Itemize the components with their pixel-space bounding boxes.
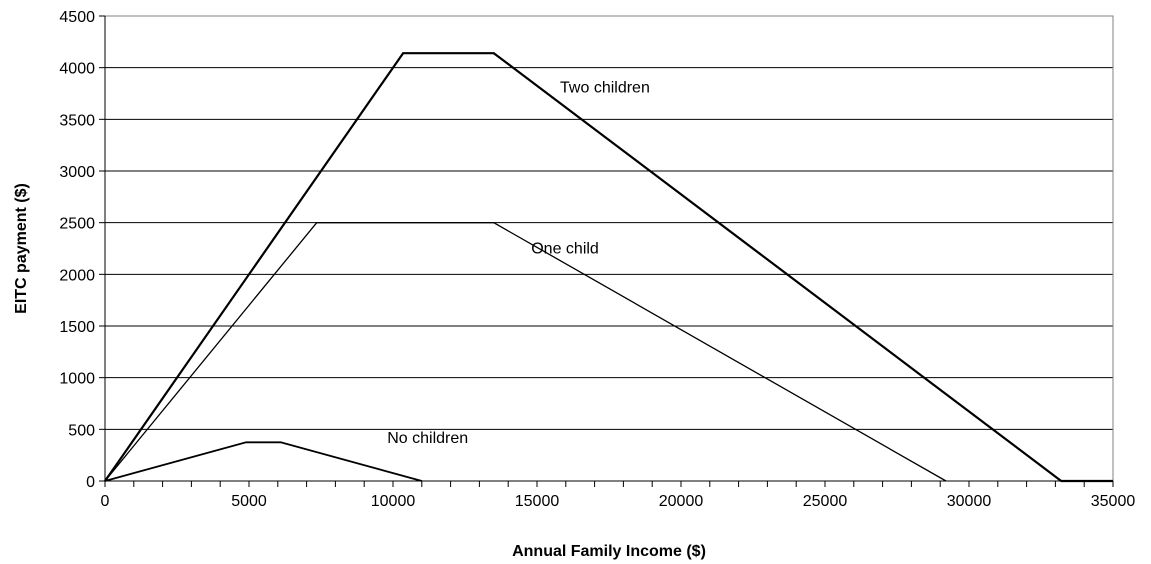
y-tick-label: 4500 <box>59 9 95 26</box>
x-tick-label: 30000 <box>947 493 992 510</box>
x-tick-label: 20000 <box>659 493 704 510</box>
x-tick-label: 10000 <box>371 493 416 510</box>
x-tick-label: 5000 <box>231 493 267 510</box>
y-axis-title: EITC payment ($) <box>13 183 30 314</box>
x-tick-label: 15000 <box>515 493 560 510</box>
x-tick-label: 25000 <box>803 493 848 510</box>
gridlines <box>105 15 1113 430</box>
y-axis-ticks: 0 500 1000 1500 2000 2500 3000 3500 4000 4500 <box>59 9 105 491</box>
x-axis-title: Annual Family Income ($) <box>512 543 706 560</box>
y-tick-label: 500 <box>68 422 95 439</box>
y-tick-label: 1500 <box>59 319 95 336</box>
series-label-two-children: Two children <box>560 79 650 96</box>
series-label-no-children: No children <box>387 430 468 447</box>
y-tick-label: 0 <box>86 474 95 491</box>
y-tick-label: 3500 <box>59 112 95 129</box>
y-tick-label: 2500 <box>59 216 95 233</box>
series-labels: Two children One child No children <box>387 79 650 446</box>
y-tick-label: 3000 <box>59 164 95 181</box>
x-tick-label: 35000 <box>1091 493 1136 510</box>
series-line-one-child <box>104 222 947 482</box>
x-axis-ticks: 0 5000 10000 15000 20000 25000 30000 35000 <box>101 481 1136 510</box>
series-line-no-children <box>104 441 423 482</box>
series-lines <box>104 52 1113 483</box>
y-tick-label: 2000 <box>59 267 95 284</box>
y-tick-label: 4000 <box>59 61 95 78</box>
series-label-one-child: One child <box>531 241 599 258</box>
y-tick-label: 1000 <box>59 371 95 388</box>
axes <box>104 16 1113 482</box>
series-line-two-children <box>104 52 1113 483</box>
x-tick-label: 0 <box>101 493 110 510</box>
